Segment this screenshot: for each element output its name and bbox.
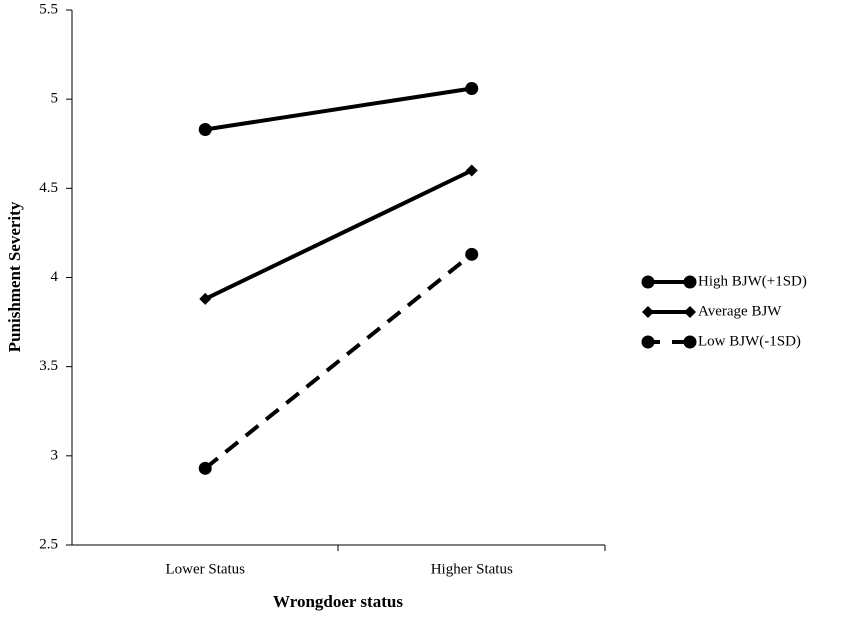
legend-marker — [641, 275, 655, 289]
y-axis-title: Punishment Severity — [5, 201, 24, 352]
marker — [465, 164, 478, 177]
legend-marker — [642, 306, 654, 318]
marker — [199, 292, 212, 305]
legend-marker — [683, 335, 697, 349]
marker — [198, 461, 212, 475]
legend-label: Low BJW(-1SD) — [698, 333, 801, 349]
series-line — [204, 168, 473, 301]
y-tick-label: 5.5 — [39, 1, 58, 17]
marker — [465, 81, 479, 95]
y-tick-label: 3 — [51, 447, 59, 463]
y-tick-label: 3.5 — [39, 358, 58, 374]
series-line — [204, 86, 473, 132]
series-line — [203, 252, 474, 470]
marker — [465, 247, 479, 261]
x-tick-label: Lower Status — [165, 561, 245, 577]
legend-marker — [684, 306, 696, 318]
x-tick-label: Higher Status — [431, 561, 513, 577]
legend-marker — [683, 275, 697, 289]
legend-label: Average BJW — [698, 303, 782, 319]
y-tick-label: 4 — [51, 269, 59, 285]
marker — [198, 122, 212, 136]
y-tick-label: 4.5 — [39, 180, 58, 196]
y-tick-label: 2.5 — [39, 536, 58, 552]
x-axis-title: Wrongdoer status — [273, 592, 403, 611]
legend-marker — [641, 335, 655, 349]
legend-label: High BJW(+1SD) — [698, 273, 807, 289]
y-tick-label: 5 — [51, 91, 59, 107]
